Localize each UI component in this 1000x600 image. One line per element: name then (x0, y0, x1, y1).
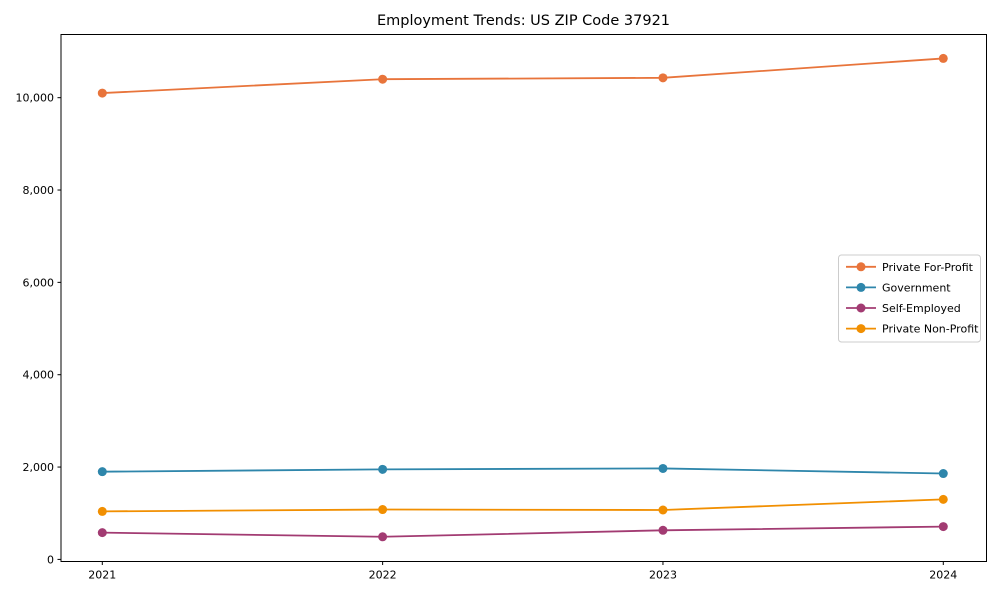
series-line-private-non-profit (102, 498, 944, 513)
legend-label: Private Non-Profit (882, 323, 979, 336)
legend-marker (856, 262, 866, 272)
y-axis: 0 2,000 4,000 6,000 8,000 10,000 (16, 92, 61, 566)
data-point-private-for-profit (378, 74, 388, 84)
data-point-private-for-profit (97, 88, 107, 98)
x-tick-label: 2024 (929, 569, 957, 582)
legend-label: Private For-Profit (882, 261, 974, 274)
y-tick-label: 10,000 (16, 92, 55, 105)
data-point-self-employed (97, 528, 107, 538)
data-point-government (938, 469, 948, 479)
data-point-private-for-profit (658, 73, 668, 83)
legend-label: Government (882, 281, 951, 294)
y-tick-label: 6,000 (23, 276, 55, 289)
x-tick-label: 2023 (649, 569, 677, 582)
series-line-government (102, 467, 944, 475)
data-point-government (658, 463, 668, 473)
y-tick-label: 0 (47, 553, 54, 566)
series-lines (97, 53, 948, 542)
legend-marker (856, 282, 866, 292)
data-point-self-employed (658, 525, 668, 535)
series-line-private-for-profit (102, 57, 944, 94)
data-point-private-non-profit (378, 505, 388, 515)
legend-marker (856, 303, 866, 313)
data-point-private-non-profit (658, 505, 668, 515)
y-tick-label: 2,000 (23, 461, 55, 474)
x-tick-label: 2021 (88, 569, 116, 582)
data-point-government (378, 464, 388, 474)
data-point-self-employed (378, 532, 388, 542)
x-tick-label: 2022 (369, 569, 397, 582)
y-tick-label: 8,000 (23, 184, 55, 197)
plot-area-frame (60, 34, 987, 562)
legend-label: Self-Employed (882, 302, 961, 315)
data-point-government (97, 467, 107, 477)
data-point-private-non-profit (97, 506, 107, 516)
data-point-private-non-profit (938, 494, 948, 504)
data-point-self-employed (938, 522, 948, 532)
data-point-private-for-profit (938, 53, 948, 63)
legend-box (838, 254, 981, 343)
series-line-self-employed (102, 525, 944, 538)
legend-marker (856, 324, 866, 334)
chart-title: Employment Trends: US ZIP Code 37921 (377, 13, 670, 29)
x-axis: 2021 2022 2023 2024 (88, 561, 957, 582)
y-tick-label: 4,000 (23, 369, 55, 382)
legend: Private For-Profit Government Self-Employe… (838, 254, 981, 343)
